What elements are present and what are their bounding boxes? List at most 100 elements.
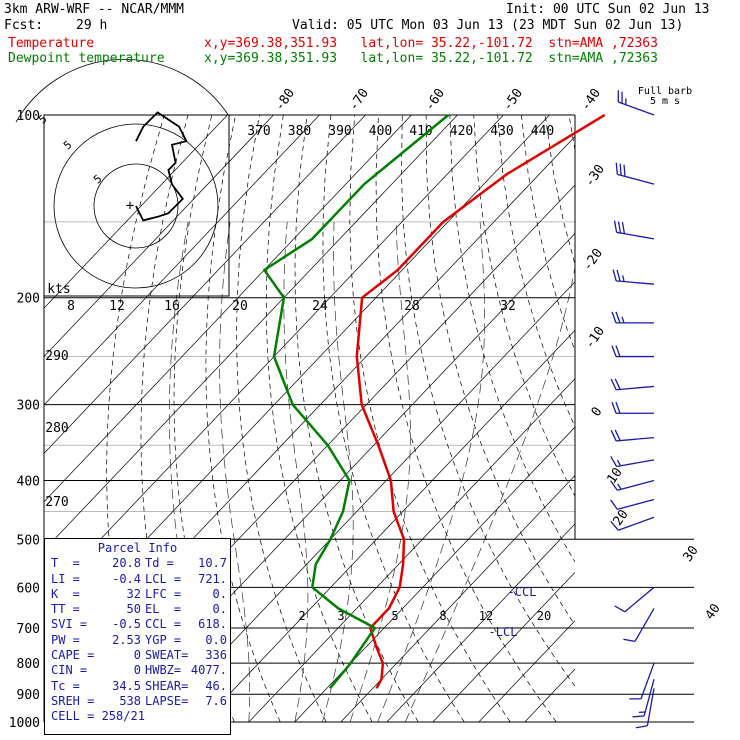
parcel-key: TT =: [51, 602, 80, 617]
wind-barb: [612, 269, 655, 285]
mixing-ratio-label: 8: [439, 609, 446, 623]
wind-barb: [629, 662, 655, 700]
theta-label: 440: [531, 124, 554, 139]
parcel-key: EL =: [145, 602, 182, 617]
theta-label-left: 280: [45, 421, 68, 436]
dry-adiabat: [349, 115, 511, 722]
isotherm-line: [44, 115, 228, 309]
wind-barb: [611, 311, 654, 324]
parcel-key: T =: [51, 556, 80, 571]
valid-time: Valid: 05 UTC Mon 03 Jun 13 (23 MDT Sun …: [292, 18, 684, 33]
temperature-info: x,y=369.38,351.93 lat,lon= 35.22,-101.72…: [204, 36, 658, 51]
isotherm-line: [44, 115, 504, 600]
hodograph-speed-label: 16: [164, 299, 180, 314]
mixing-ratio-label: 12: [479, 609, 493, 623]
parcel-value: 7.6: [205, 693, 227, 708]
parcel-row: SVI = -0.5 CCL = 618.: [45, 617, 230, 632]
isotherm-line: [432, 571, 575, 722]
isotherm-line: [524, 668, 575, 722]
parcel-value: 0.0: [205, 632, 227, 647]
parcel-row: PW = 2.53 YGP = 0.0: [45, 633, 230, 648]
parcel-key: SWEAT=: [145, 648, 189, 663]
parcel-value: 721.: [198, 571, 227, 586]
parcel-value: 50: [126, 602, 141, 617]
parcel-row: CIN = 0 HWBZ= 4077.: [45, 663, 230, 678]
parcel-key: Tc =: [51, 678, 80, 693]
top-temperature-label: -50: [500, 86, 526, 114]
isotherm-line: [202, 329, 575, 722]
dry-adiabat: [664, 115, 740, 722]
parcel-value: 336: [205, 648, 227, 663]
theta-label-left: 290: [45, 349, 68, 364]
forecast-label: Fcst:: [4, 18, 44, 33]
parcel-key: CAPE =: [51, 648, 95, 663]
parcel-key: SVI =: [51, 617, 88, 632]
hodograph-frame: [43, 114, 230, 297]
hodograph-speed-label: 24: [312, 299, 328, 314]
theta-label: 430: [490, 124, 513, 139]
hodograph-ring-label: 5: [91, 172, 104, 186]
parcel-value: 4077.: [190, 663, 227, 678]
wind-barb: [611, 402, 654, 414]
pressure-tick-label: 400: [17, 474, 40, 489]
parcel-key: CCL =: [145, 617, 182, 632]
theta-label: 370: [247, 124, 270, 139]
dewpoint-line: [263, 114, 450, 690]
parcel-value: 2.53: [112, 632, 141, 647]
right-temperature-label: -30: [582, 162, 608, 190]
hodograph-ring: [53, 123, 219, 289]
parcel-value: -0.4: [112, 571, 141, 586]
dry-adiabat: [375, 115, 557, 722]
theta-label: 380: [288, 124, 311, 139]
top-temperature-label: -40: [578, 86, 604, 114]
isotherm-line: [386, 523, 575, 722]
parcel-info-title: Parcel Info: [97, 541, 178, 555]
dry-adiabat: [265, 115, 373, 722]
parcel-key: Td =: [145, 556, 174, 571]
parcel-row: CAPE = 0 SWEAT= 336: [45, 648, 230, 663]
pressure-tick-label: 500: [17, 533, 40, 548]
parcel-key: PW =: [51, 632, 80, 647]
pressure-tick-label: 600: [17, 581, 40, 596]
pressure-tick-label: 200: [17, 292, 40, 307]
theta-label: 410: [409, 124, 432, 139]
hodograph-ring: [93, 163, 179, 249]
parcel-value: 0.: [212, 586, 227, 601]
dry-adiabat: [449, 115, 575, 563]
wind-barb: [613, 220, 655, 240]
pressure-tick-label: 900: [17, 688, 40, 703]
wind-barb: [635, 688, 655, 729]
parcel-key: LCL =: [145, 571, 182, 586]
temperature-line: [355, 113, 606, 689]
parcel-info-panel: Parcel Info T = 20.8 Td = 10.7 LI = -0.4 LCL =…: [44, 538, 231, 735]
dry-adiabat: [425, 115, 575, 626]
parcel-row: TT = 50 EL = 0.: [45, 602, 230, 617]
parcel-key: CIN =: [51, 663, 88, 678]
hodograph-origin: +: [126, 198, 134, 214]
hodograph-ring-label: 5: [36, 112, 49, 126]
parcel-key: YGP =: [145, 632, 182, 647]
parcel-value: -0.5: [112, 617, 141, 632]
isotherm-line: [44, 115, 320, 406]
moist-adiabat: [349, 221, 411, 722]
dry-adiabat: [712, 115, 740, 722]
dry-adiabat: [294, 115, 419, 722]
isotherm-line: [156, 281, 575, 722]
dry-adiabat: [236, 115, 327, 722]
isotherm-line: [44, 115, 412, 503]
dry-adiabat: [544, 115, 575, 266]
isotherm-line: [44, 115, 274, 358]
forecast-value: 29 h: [76, 18, 108, 33]
isotherm-line: [248, 378, 575, 722]
parcel-value: 46.: [205, 678, 227, 693]
hodograph-trace: [135, 111, 188, 222]
pressure-tick-label: 1000: [9, 716, 40, 731]
model-title: 3km ARW-WRF -- NCAR/MMM: [4, 2, 185, 17]
top-temperature-label: -70: [346, 86, 372, 114]
barb-unit-label: 5 m s: [650, 96, 680, 107]
dry-adiabat: [640, 115, 740, 722]
wind-barb: [617, 90, 655, 116]
dry-adiabat: [473, 115, 575, 497]
parcel-key: SREH =: [51, 693, 95, 708]
